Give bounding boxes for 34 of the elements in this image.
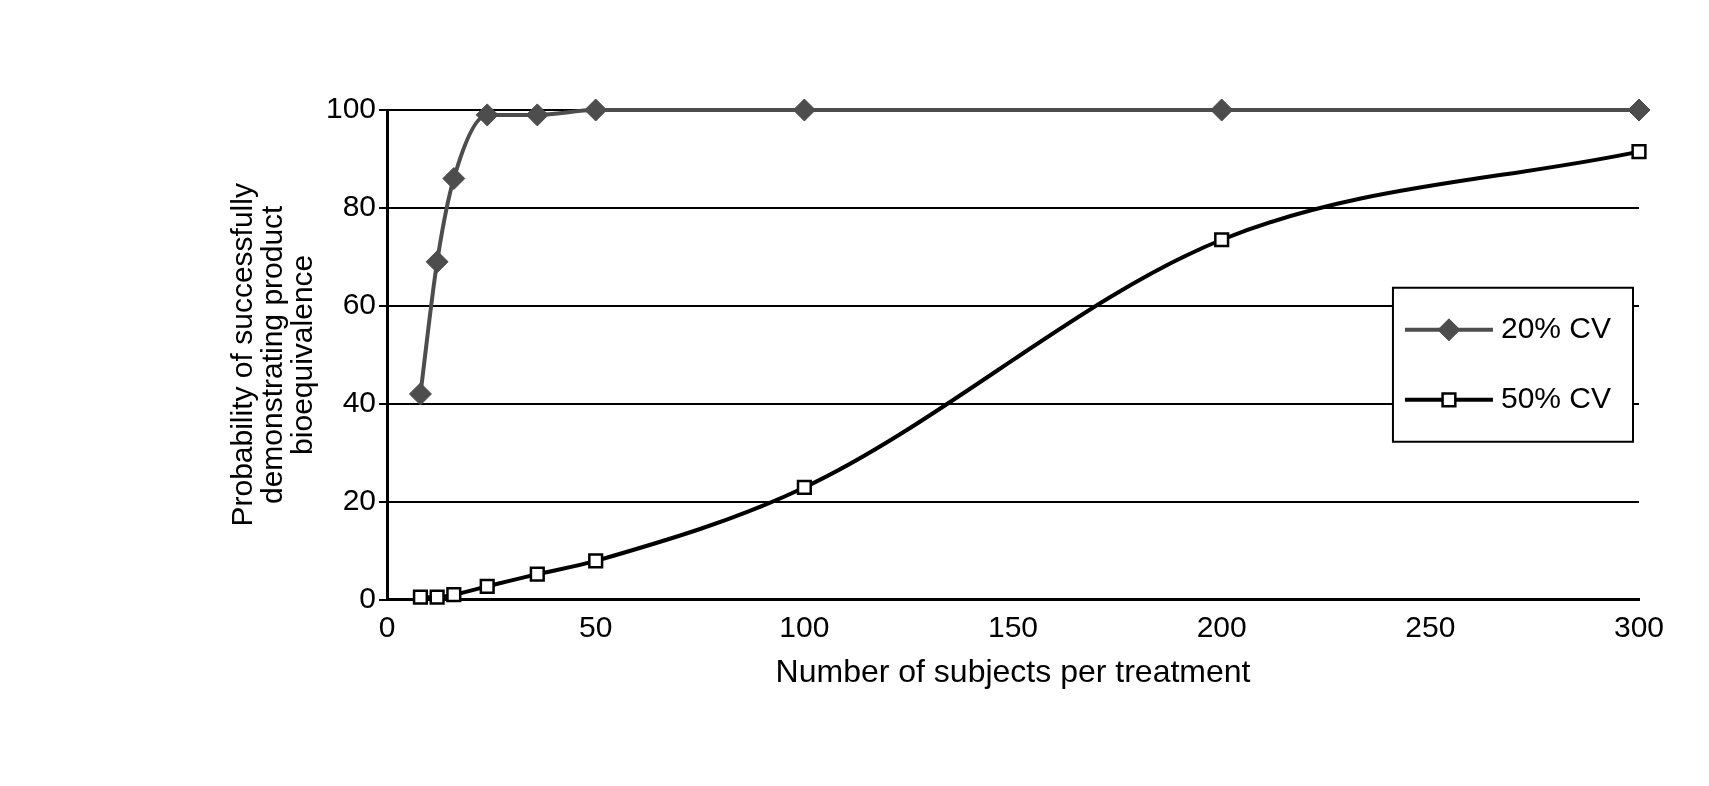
y-tick-label: 0 xyxy=(359,580,377,614)
legend-label: 50% CV xyxy=(1500,381,1612,415)
point xyxy=(588,553,604,569)
point xyxy=(479,578,495,594)
point xyxy=(429,589,445,605)
y-tick-label: 20 xyxy=(342,482,377,516)
x-tick-label: 200 xyxy=(1196,609,1247,643)
point xyxy=(425,250,449,274)
legend-label: 20% CV xyxy=(1500,311,1612,345)
point xyxy=(1631,144,1647,160)
point xyxy=(446,587,462,603)
point xyxy=(408,382,432,406)
y-tick-label: 60 xyxy=(342,287,377,321)
x-tick-label: 50 xyxy=(579,609,613,643)
y-tick-label: 40 xyxy=(342,385,377,419)
point xyxy=(1627,98,1651,122)
point xyxy=(525,103,549,127)
point xyxy=(1210,98,1234,122)
x-tick-label: 150 xyxy=(988,609,1039,643)
point xyxy=(584,98,608,122)
point xyxy=(792,98,816,122)
point xyxy=(1214,232,1230,248)
x-tick-label: 300 xyxy=(1613,609,1665,643)
x-tick-label: 250 xyxy=(1405,609,1456,643)
point xyxy=(796,479,812,496)
point xyxy=(475,103,499,127)
point xyxy=(529,566,545,582)
point xyxy=(412,589,429,605)
y-tick-label: 100 xyxy=(325,91,377,125)
x-tick-label: 100 xyxy=(779,609,830,643)
point xyxy=(442,167,466,191)
x-axis-title: Number of subjects per treatment xyxy=(775,652,1251,689)
y-tick-label: 80 xyxy=(342,189,377,223)
y-axis-title: Probability of successfully demonstrating product bioequivalence xyxy=(225,183,319,527)
